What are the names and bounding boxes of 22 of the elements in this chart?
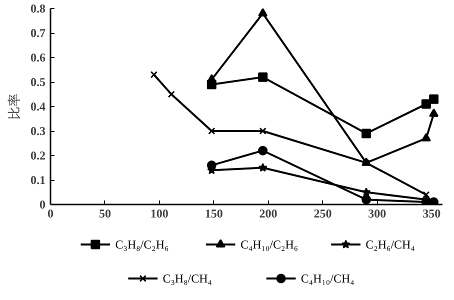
- x-tick-label: 200: [259, 206, 278, 220]
- legend-label: C₃H₈/C₂H₆: [115, 238, 169, 252]
- x-tick-label: 250: [314, 206, 332, 220]
- y-tick-label: 0.8: [30, 2, 46, 16]
- x-tick-label: 50: [98, 206, 111, 220]
- x-tick-label: 300: [368, 206, 386, 220]
- y-tick-label: 0.7: [30, 26, 46, 40]
- x-tick-label: 350: [422, 206, 441, 220]
- legend-label: C₂H₆/CH₄: [366, 238, 415, 252]
- y-tick-label: 0.5: [30, 75, 46, 89]
- y-tick-label: 0.1: [30, 173, 46, 187]
- legend-label: C₄H₁₀/C₂H₆: [240, 238, 298, 252]
- y-tick-label: 0: [40, 198, 46, 212]
- legend-label: C₃H₈/CH₄: [162, 272, 212, 286]
- y-tick-label: 0.4: [30, 100, 46, 114]
- legend-label: C₄H₁₀/CH₄: [300, 272, 354, 286]
- y-tick-label: 0.2: [30, 148, 46, 162]
- y-tick-label: 0.3: [30, 124, 46, 138]
- y-axis-title: 比率: [6, 94, 22, 120]
- x-tick-label: 150: [204, 206, 223, 220]
- y-tick-label: 0.6: [30, 50, 46, 64]
- x-tick-label: 100: [150, 206, 168, 220]
